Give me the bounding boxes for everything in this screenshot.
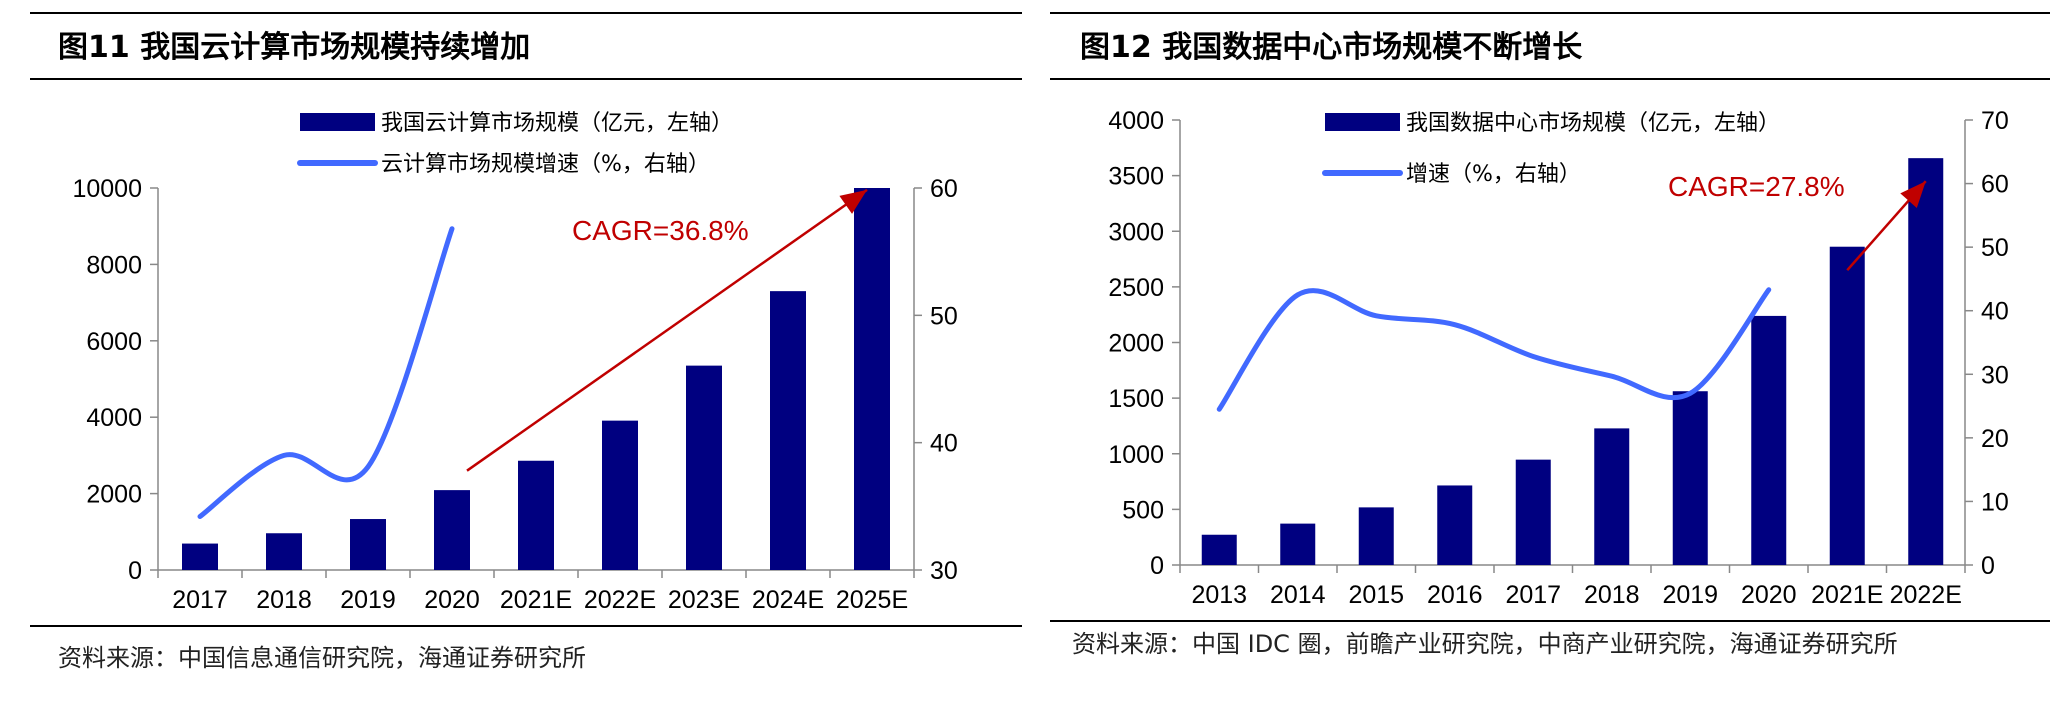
right-tick-label: 50	[930, 302, 958, 330]
bar	[854, 188, 890, 570]
bar	[602, 420, 638, 570]
x-tick-label: 2022E	[584, 586, 656, 614]
right-tick-label: 10	[1981, 488, 2009, 516]
right-tick-label: 50	[1981, 234, 2009, 262]
bar	[518, 460, 554, 570]
legend-label-bar: 我国云计算市场规模（亿元，左轴）	[381, 111, 733, 136]
x-tick-label: 2019	[1662, 581, 1718, 609]
left-tick-label: 4000	[1108, 107, 1164, 135]
bar	[1280, 523, 1316, 565]
x-tick-label: 2018	[1584, 581, 1640, 609]
bar	[1908, 158, 1944, 565]
growth-rate-line	[197, 226, 455, 520]
bar-line-chart-datacenter: 0 500 1000 1500 2000 2500 3000 3500 4000 0 10 20 30 4…	[1108, 107, 2009, 609]
bar	[266, 533, 302, 570]
legend-swatch-bar	[300, 113, 375, 131]
left-tick-label: 2500	[1108, 274, 1164, 302]
x-tick-label: 2017	[172, 586, 228, 614]
left-tick-label: 6000	[86, 328, 142, 356]
right-tick-label: 70	[1981, 107, 2009, 135]
bar	[434, 490, 470, 570]
source-note: 资料来源：中国信息通信研究院，海通证券研究所	[58, 644, 586, 672]
right-tick-label: 30	[930, 557, 958, 585]
bar	[1437, 485, 1473, 565]
x-tick-label: 2024E	[752, 586, 824, 614]
bottom-rule	[1050, 620, 2050, 622]
x-tick-label: 2019	[340, 586, 396, 614]
left-tick-label: 2000	[1108, 330, 1164, 358]
x-tick-label: 2020	[424, 586, 480, 614]
legend-swatch-bar	[1325, 113, 1400, 131]
x-tick-label: 2023E	[668, 586, 740, 614]
bar	[770, 291, 806, 570]
legend-label-bar: 我国数据中心市场规模（亿元，左轴）	[1406, 111, 1780, 136]
left-tick-label: 1500	[1108, 385, 1164, 413]
figure-title: 图11 我国云计算市场规模持续增加	[58, 30, 531, 65]
bar	[1358, 507, 1394, 565]
right-tick-label: 40	[1981, 298, 2009, 326]
left-tick-label: 1000	[1108, 441, 1164, 469]
right-tick-label: 60	[930, 175, 958, 203]
x-tick-label: 2015	[1348, 581, 1404, 609]
x-tick-label: 2021E	[500, 586, 572, 614]
title-rule	[30, 78, 1022, 80]
x-tick-label: 2021E	[1811, 581, 1883, 609]
left-tick-label: 0	[1150, 552, 1164, 580]
right-tick-label: 30	[1981, 361, 2009, 389]
cagr-arrow-head	[839, 189, 867, 214]
figure-title: 图12 我国数据中心市场规模不断增长	[1080, 30, 1583, 65]
left-tick-label: 2000	[86, 481, 142, 509]
bar	[350, 519, 386, 570]
left-tick-label: 3500	[1108, 163, 1164, 191]
right-tick-label: 0	[1981, 552, 1995, 580]
chart-panel-right: 图12 我国数据中心市场规模不断增长 0 500 1000 1500 2000 2500 3…	[1040, 0, 2053, 704]
growth-rate-line	[1216, 287, 1772, 412]
bar	[1672, 391, 1708, 565]
top-rule	[1050, 12, 2050, 14]
legend-label-line: 增速（%，右轴）	[1406, 162, 1581, 187]
cagr-annotation: CAGR=36.8%	[572, 215, 749, 246]
top-rule	[30, 12, 1022, 14]
title-rule	[1050, 78, 2050, 80]
bottom-rule	[30, 625, 1022, 627]
right-tick-label: 40	[930, 430, 958, 458]
bar	[1201, 534, 1237, 565]
left-tick-label: 3000	[1108, 218, 1164, 246]
left-tick-label: 0	[128, 557, 142, 585]
bar	[182, 543, 218, 570]
cagr-annotation: CAGR=27.8%	[1668, 171, 1845, 202]
legend-label-line: 云计算市场规模增速（%，右轴）	[381, 152, 710, 177]
x-tick-label: 2018	[256, 586, 312, 614]
bar	[1751, 315, 1787, 565]
source-note: 资料来源：中国 IDC 圈，前瞻产业研究院，中商产业研究院，海通证券研究所	[1072, 630, 1898, 658]
left-tick-label: 10000	[72, 175, 142, 203]
right-tick-label: 20	[1981, 425, 2009, 453]
bar-line-chart-cloud: 0 2000 4000 6000 8000 10000 30 40 50 60 2017 2018 20…	[72, 111, 958, 614]
x-tick-label: 2013	[1191, 581, 1247, 609]
bar	[1829, 246, 1865, 565]
left-tick-label: 8000	[86, 251, 142, 279]
chart-panel-left: 图11 我国云计算市场规模持续增加 0 2000 4000 6000 8000 10000…	[30, 12, 1022, 672]
right-tick-label: 60	[1981, 171, 2009, 199]
x-tick-label: 2025E	[836, 586, 908, 614]
cagr-arrow-head	[1900, 181, 1926, 208]
left-tick-label: 4000	[86, 404, 142, 432]
cagr-arrow-line	[466, 188, 868, 472]
bar	[686, 365, 722, 570]
left-tick-label: 500	[1122, 496, 1164, 524]
x-tick-label: 2017	[1505, 581, 1561, 609]
x-tick-label: 2022E	[1890, 581, 1962, 609]
x-tick-label: 2014	[1270, 581, 1326, 609]
x-tick-label: 2016	[1427, 581, 1483, 609]
bar	[1594, 428, 1630, 565]
x-tick-label: 2020	[1741, 581, 1797, 609]
bar	[1515, 459, 1551, 565]
